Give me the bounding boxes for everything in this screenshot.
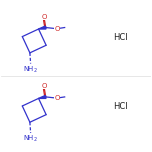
Text: O: O bbox=[54, 26, 60, 32]
Text: NH$_2$: NH$_2$ bbox=[23, 134, 38, 144]
Polygon shape bbox=[39, 26, 46, 29]
Text: HCl: HCl bbox=[113, 33, 128, 42]
Text: HCl: HCl bbox=[113, 102, 128, 111]
Text: O: O bbox=[41, 14, 47, 20]
Text: O: O bbox=[41, 83, 47, 89]
Text: NH$_2$: NH$_2$ bbox=[23, 65, 38, 75]
Polygon shape bbox=[39, 95, 46, 98]
Text: O: O bbox=[54, 95, 60, 101]
